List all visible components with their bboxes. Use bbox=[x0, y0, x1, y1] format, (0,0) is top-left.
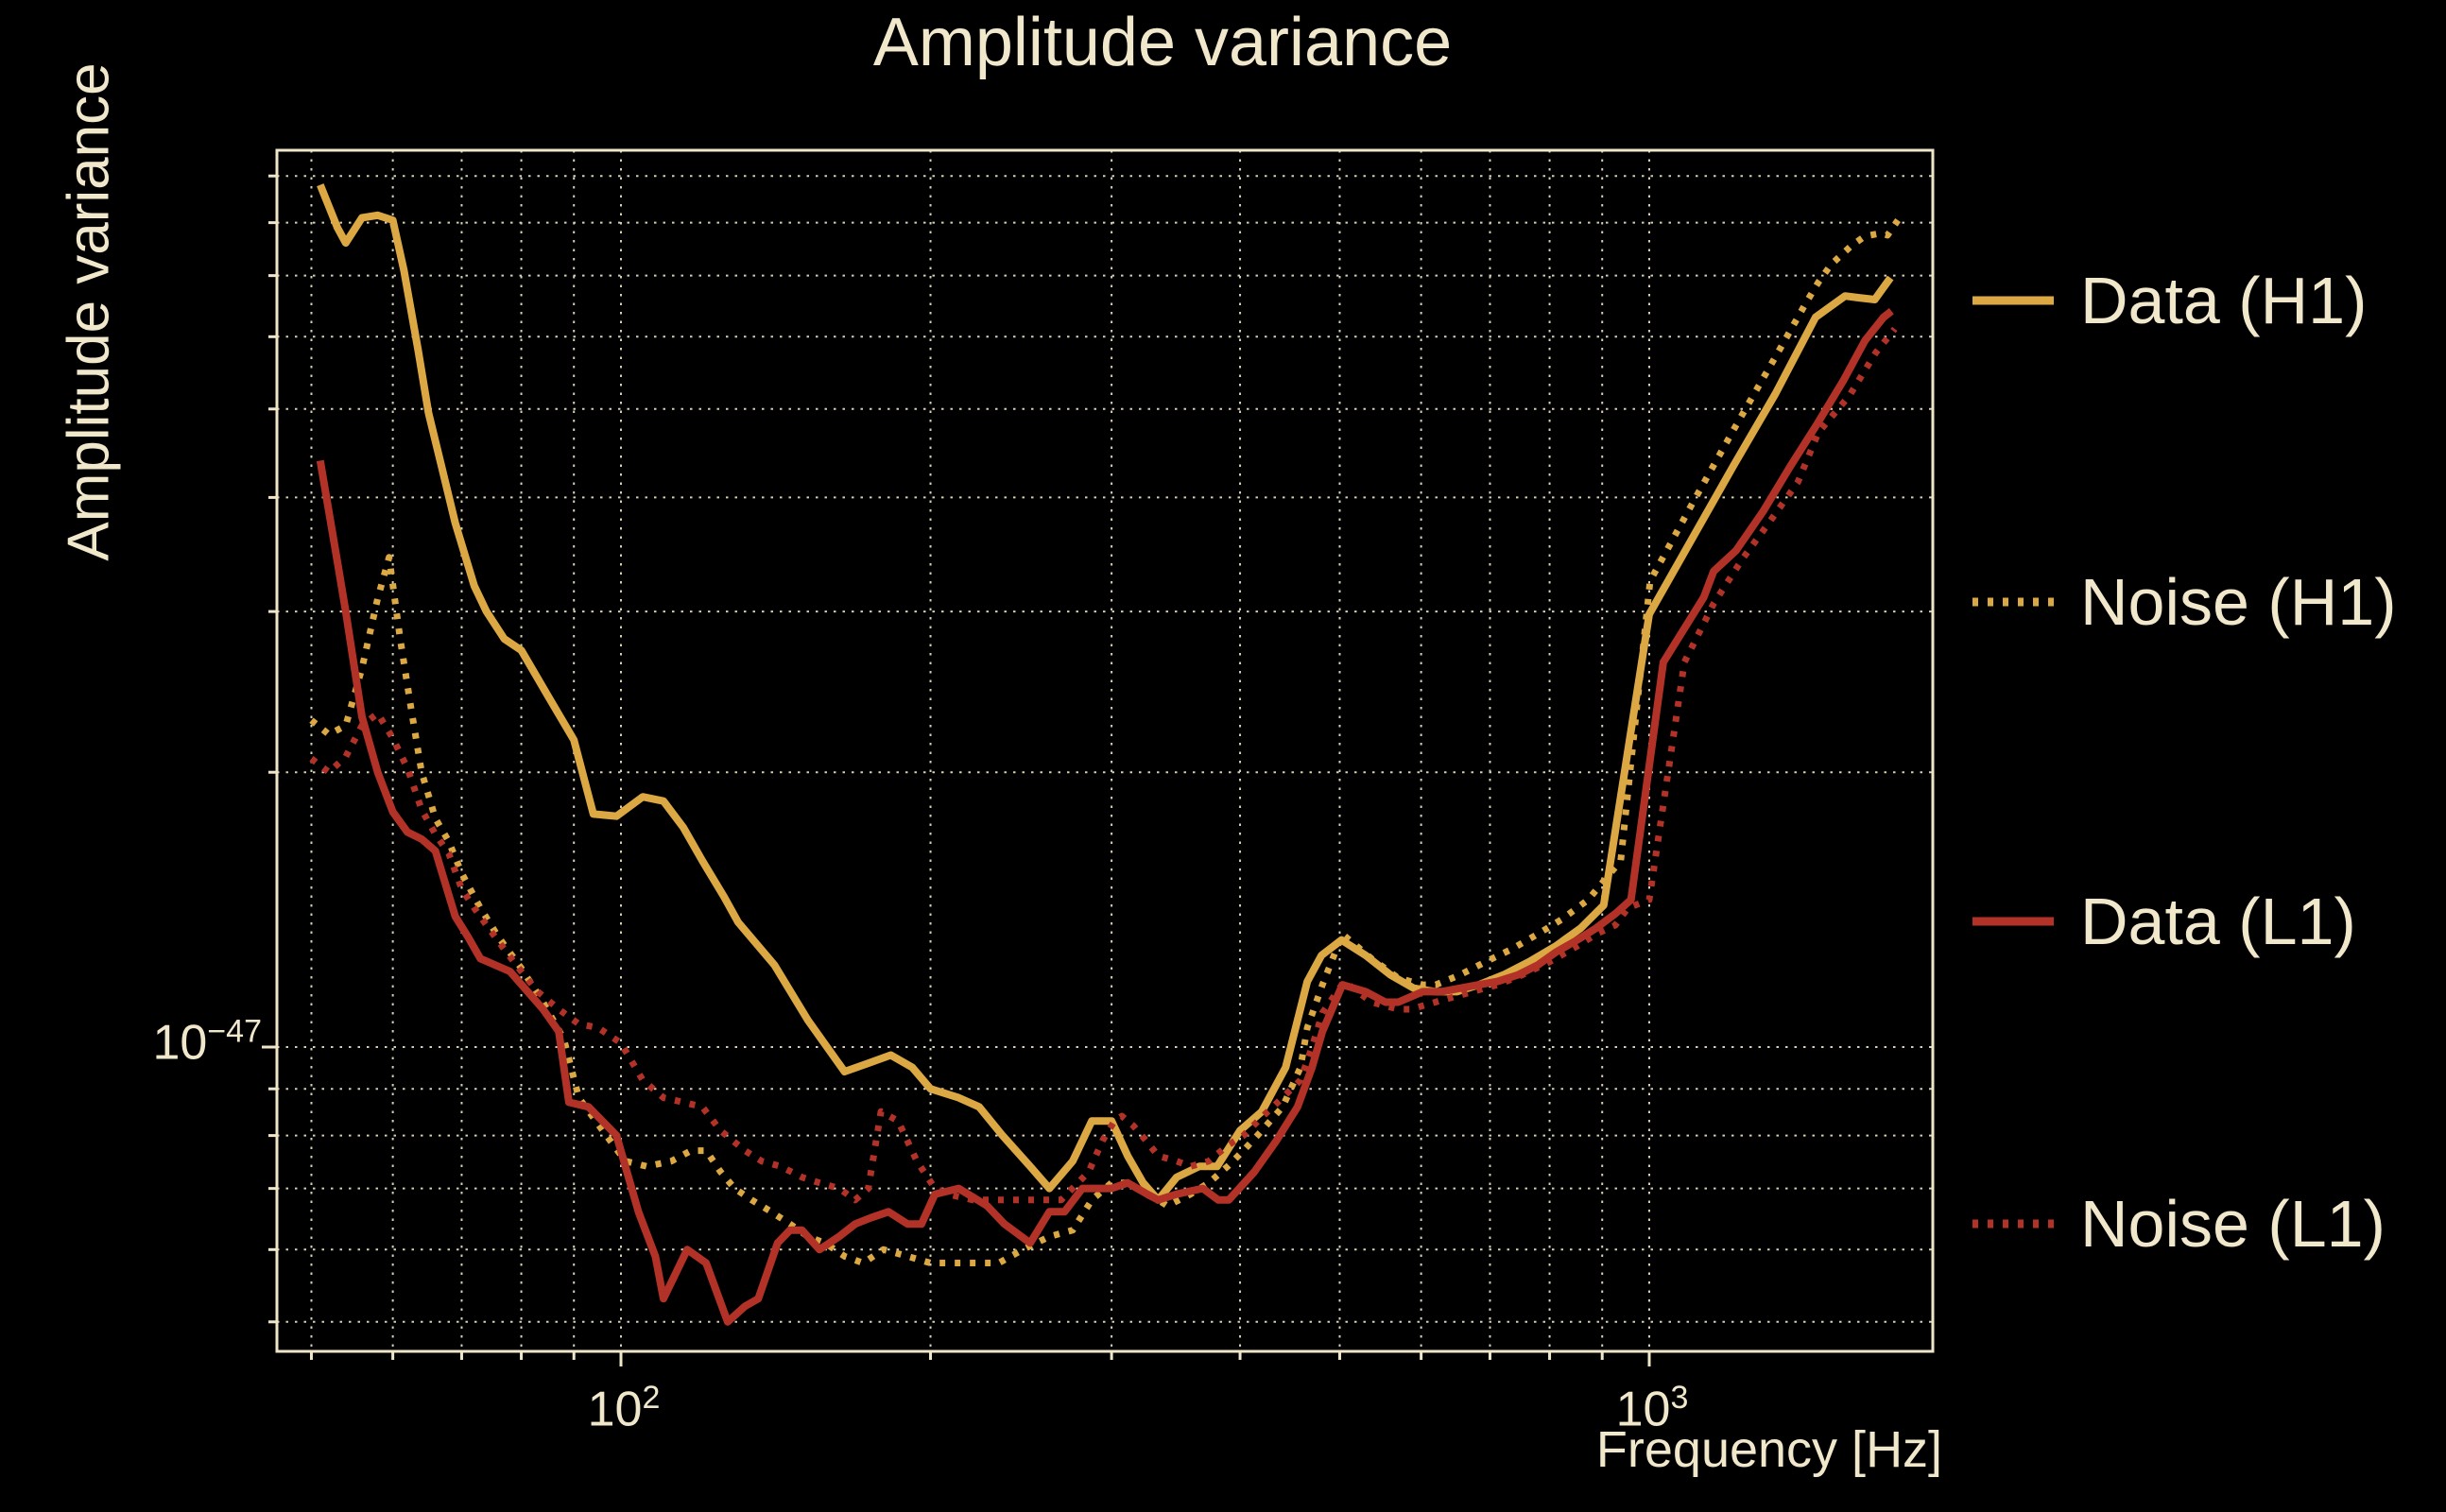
chart-title: Amplitude variance bbox=[872, 5, 1453, 80]
gridlines bbox=[277, 150, 1933, 1351]
series-line-noise-l1 bbox=[309, 326, 1898, 1204]
series-line-data-l1 bbox=[316, 308, 1894, 1326]
x-axis-label: Frequency [Hz] bbox=[1595, 1421, 1943, 1478]
axes-spines bbox=[275, 148, 1935, 1353]
y-tick-label-1e-47: 10−47 bbox=[152, 1013, 262, 1071]
series-line-data-h1 bbox=[317, 183, 1894, 1204]
x-tick-label-1000: 103 bbox=[1615, 1380, 1689, 1437]
y-axis-label: Amplitude variance bbox=[56, 62, 122, 561]
x-tick-label-100: 102 bbox=[587, 1380, 661, 1437]
series-line-noise-h1 bbox=[309, 218, 1901, 1266]
series-curves bbox=[309, 183, 1901, 1326]
